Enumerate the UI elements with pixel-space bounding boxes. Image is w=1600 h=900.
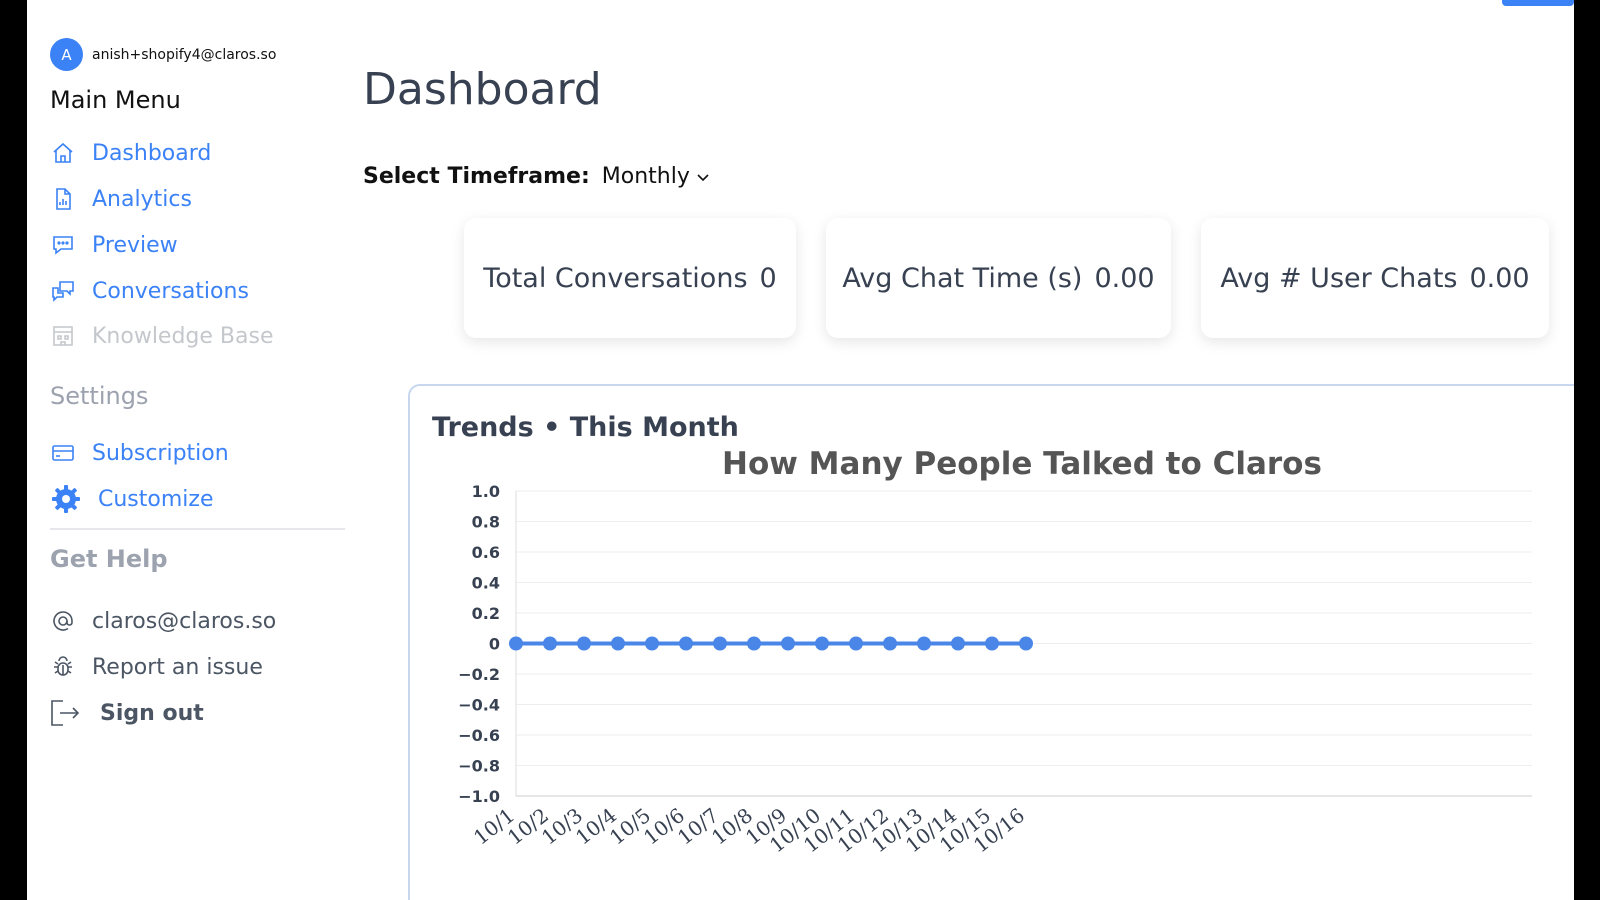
sidebar-item-analytics[interactable]: Analytics [50,184,192,214]
credit-card-icon [50,440,76,466]
sidebar-item-conversations[interactable]: Conversations [50,276,249,306]
sidebar-item-sign-out[interactable]: Sign out [50,698,204,728]
stat-card-avg-chat-time: Avg Chat Time (s) 0.00 [826,218,1171,338]
sidebar-item-label: Report an issue [92,654,263,680]
y-tick-label: 0.8 [472,513,500,532]
y-tick-label: 1.0 [472,482,500,501]
bug-icon [50,654,76,680]
avatar[interactable]: A [50,38,83,71]
chevron-down-icon [696,164,710,189]
timeframe-label: Select Timeframe: [363,164,590,189]
chat-bubbles-icon [50,278,76,304]
user-info: A anish+shopify4@claros.so [50,38,276,71]
trends-panel: Trends • This Month How Many People Talk… [408,384,1574,900]
y-tick-label: 0 [489,635,500,654]
sign-out-icon [50,700,80,726]
y-tick-label: −0.6 [458,726,500,745]
data-point [509,636,523,651]
get-help-heading: Get Help [50,545,168,573]
stat-value: 0 [759,262,777,294]
data-point [543,636,557,651]
main-menu-heading: Main Menu [50,86,181,114]
data-point [679,636,693,651]
sidebar-item-preview[interactable]: Preview [50,230,178,260]
y-tick-label: −0.2 [458,665,500,684]
data-point [917,636,931,651]
data-point [883,636,897,651]
timeframe-selector: Select Timeframe: Monthly [363,164,710,189]
sidebar-item-label: claros@claros.so [92,608,277,634]
timeframe-value: Monthly [601,164,690,189]
gear-icon [50,483,82,515]
sidebar-item-subscription[interactable]: Subscription [50,438,229,468]
user-email: anish+shopify4@claros.so [92,46,277,63]
panel-title: Trends • This Month [432,412,739,443]
y-tick-label: −1.0 [458,787,500,806]
top-action-button[interactable] [1502,0,1574,6]
data-point [849,636,863,651]
data-point [747,636,761,651]
data-point [951,636,965,651]
sidebar: A anish+shopify4@claros.so Main Menu Das… [27,0,357,900]
app-window: A anish+shopify4@claros.so Main Menu Das… [27,0,1574,900]
y-tick-label: −0.4 [458,696,500,715]
sidebar-item-dashboard[interactable]: Dashboard [50,138,211,168]
sidebar-item-label: Subscription [92,440,229,466]
at-icon [50,608,76,634]
data-point [645,636,659,651]
sidebar-item-label: Preview [92,232,178,258]
sidebar-item-label: Sign out [100,700,204,726]
stat-label: Total Conversations [483,262,748,294]
sidebar-item-customize[interactable]: Customize [50,484,213,514]
stat-card-total-conversations: Total Conversations 0 [464,218,796,338]
y-tick-label: −0.8 [458,757,500,776]
home-icon [50,140,76,166]
stat-label: Avg # User Chats [1220,262,1458,294]
data-point [985,636,999,651]
building-icon [50,323,76,349]
data-point [815,636,829,651]
sidebar-item-label: Knowledge Base [92,323,274,349]
sidebar-divider [50,528,345,530]
data-point [713,636,727,651]
trend-line-chart: 1.00.80.60.40.20−0.2−0.4−0.6−0.8−1.010/1… [458,482,1532,857]
data-point [1019,636,1033,651]
y-tick-label: 0.6 [472,543,500,562]
stat-value: 0.00 [1469,262,1530,294]
sidebar-item-label: Analytics [92,186,192,212]
y-tick-label: 0.2 [472,604,500,623]
timeframe-dropdown[interactable]: Monthly [602,164,710,189]
chat-bubble-icon [50,232,76,258]
data-point [611,636,625,651]
stat-card-avg-user-chats: Avg # User Chats 0.00 [1201,218,1549,338]
stat-value: 0.00 [1094,262,1155,294]
y-tick-label: 0.4 [472,574,500,593]
sidebar-item-label: Dashboard [92,140,212,166]
sidebar-item-report-issue[interactable]: Report an issue [50,652,263,682]
page-title: Dashboard [363,64,602,115]
data-point [577,636,591,651]
stat-label: Avg Chat Time (s) [842,262,1083,294]
settings-heading: Settings [50,382,149,410]
document-chart-icon [50,186,76,212]
sidebar-item-label: Customize [98,486,214,512]
chart-title: How Many People Talked to Claros [722,446,1322,482]
sidebar-item-email[interactable]: claros@claros.so [50,606,276,636]
sidebar-item-knowledge-base[interactable]: Knowledge Base [50,321,274,351]
sidebar-item-label: Conversations [92,278,249,304]
data-point [781,636,795,651]
